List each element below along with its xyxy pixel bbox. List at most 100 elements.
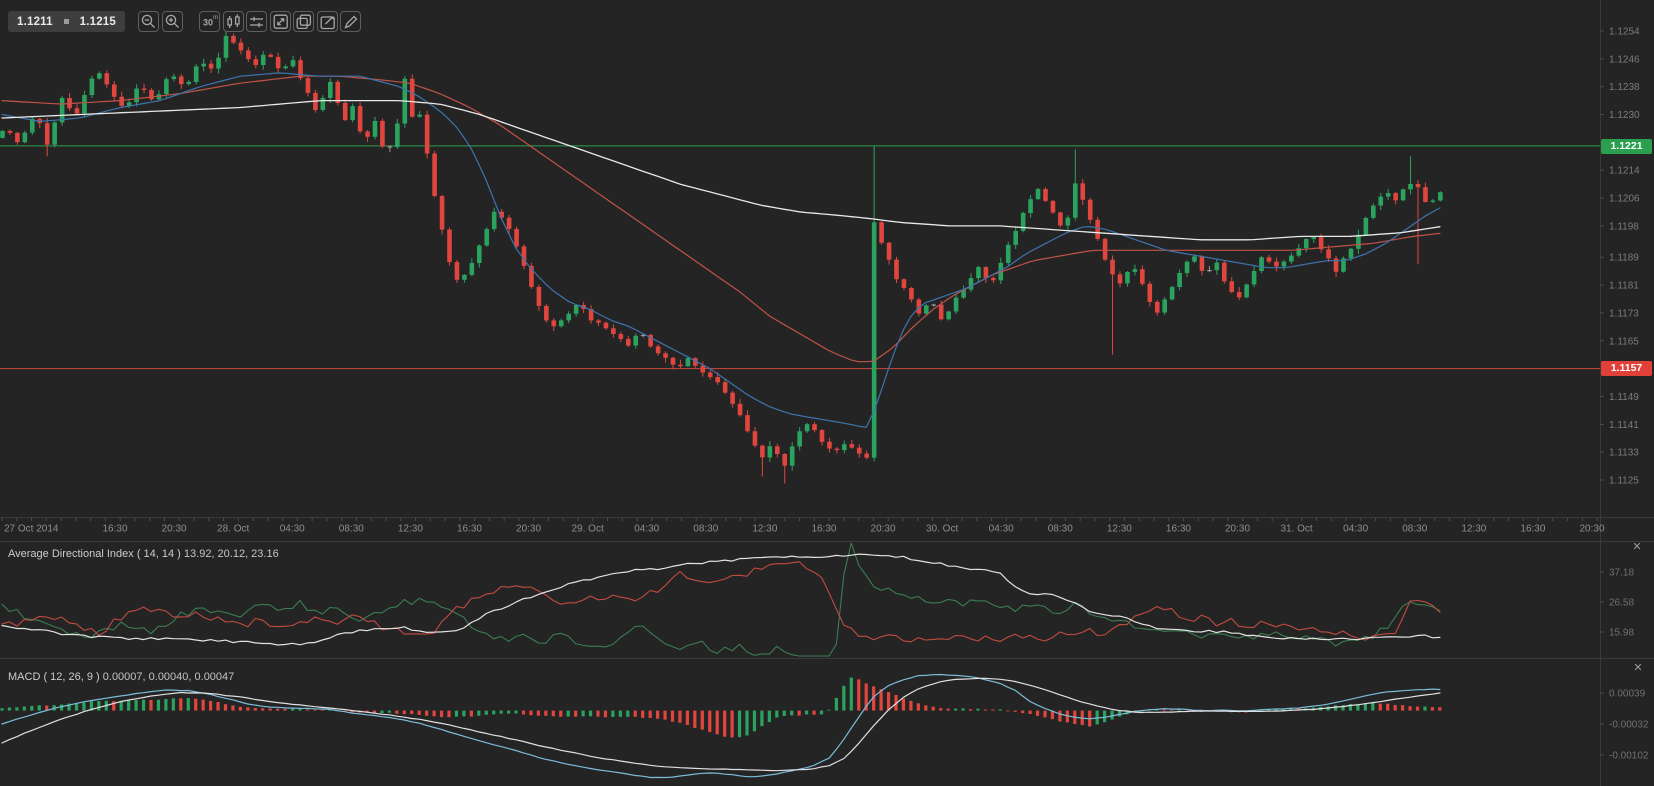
axis-label: 16:30 — [457, 524, 482, 535]
adx-title: Average Directional Index ( 14, 14 ) — [8, 548, 181, 560]
candle-body — [670, 357, 676, 365]
axis-label: 04:30 — [989, 524, 1014, 535]
candle-body — [707, 372, 713, 377]
macd-hist-bar — [119, 700, 123, 711]
candle-body — [171, 76, 177, 80]
macd-hist-bar — [97, 701, 101, 711]
candle-body — [1348, 248, 1354, 259]
macd-hist-bar — [961, 708, 965, 711]
timeframe-icon: 30 m — [203, 15, 218, 28]
candle-body — [1222, 262, 1227, 282]
candle-body — [663, 353, 668, 358]
adx-indicator-label: Average Directional Index ( 14, 14 ) 13.… — [8, 548, 279, 560]
macd-hist-bar — [730, 710, 734, 738]
macd-hist-bar — [916, 703, 920, 711]
macd-hist-bar — [30, 706, 34, 711]
candle-body — [506, 217, 512, 229]
macd-hist-bar — [1415, 706, 1420, 711]
candle-body — [827, 441, 832, 449]
candle-body — [223, 35, 229, 58]
candle-body — [1385, 193, 1391, 197]
expand-button[interactable] — [269, 11, 291, 32]
axis-label: 04:30 — [280, 524, 305, 535]
sliders-icon — [250, 16, 263, 28]
macd-hist-bar — [402, 710, 406, 715]
price-axis[interactable]: 1.1254 1.1246 1.1238 1.1230 1.1214 1.1206 1.11… — [1600, 27, 1640, 487]
axis-label: 1.1206 — [1609, 194, 1640, 205]
candle-body — [350, 106, 355, 121]
price-level-lines[interactable] — [0, 145, 1600, 370]
macd-hist-bar — [1125, 710, 1129, 715]
candle-body — [789, 446, 795, 466]
zoom-in-button[interactable] — [161, 11, 183, 32]
macd-hist-bar — [574, 710, 578, 717]
candle-body — [1013, 230, 1018, 245]
candle-body — [715, 376, 720, 383]
macd-hist-bar — [581, 710, 585, 717]
candle-body — [216, 57, 221, 69]
candle-body — [357, 106, 363, 132]
candle-body — [1199, 256, 1205, 271]
chart-type-button[interactable] — [222, 11, 244, 32]
macd-hist-bar — [1333, 705, 1338, 711]
indicators-button[interactable] — [246, 11, 267, 32]
resistance-price-badge[interactable]: 1.1221 — [1601, 139, 1652, 154]
macd-close-icon[interactable]: ✕ — [1633, 662, 1643, 674]
annotate-button[interactable] — [316, 11, 338, 32]
ma-20-line — [1, 72, 1441, 428]
candle-body — [1423, 187, 1428, 202]
macd-hist-bar — [425, 710, 429, 716]
macd-hist-bar — [998, 709, 1002, 711]
macd-hist-bar — [641, 710, 645, 718]
macd-hist-bar — [849, 677, 853, 711]
axis-label: 12:30 — [1107, 524, 1132, 535]
candle-body — [856, 447, 862, 454]
macd-hist-bar — [1177, 709, 1181, 711]
macd-hist-bar — [678, 710, 682, 723]
macd-hist-bar — [201, 699, 205, 711]
zoom-out-icon — [141, 14, 155, 28]
macd-hist-bar — [454, 710, 459, 717]
axis-label: 16:30 — [1166, 524, 1191, 535]
adx-plus-di-line — [1, 542, 1441, 657]
candle-body — [290, 60, 296, 67]
copy-icon — [296, 14, 312, 30]
macd-hist-bar — [1363, 703, 1367, 711]
candle-body — [201, 63, 206, 67]
axis-label: 12:30 — [1461, 524, 1486, 535]
candle-body — [603, 322, 609, 329]
macd-hist-bar — [1013, 710, 1017, 712]
candle-body — [454, 262, 460, 280]
macd-hist-bar — [7, 707, 12, 711]
candle-body — [566, 313, 571, 321]
candle-body — [22, 132, 28, 143]
macd-hist-bar — [708, 710, 712, 733]
macd-hist-bar — [37, 705, 41, 711]
candle-body — [529, 265, 534, 287]
duplicate-button[interactable] — [293, 11, 314, 32]
macd-hist-bar — [313, 709, 317, 711]
macd-hist-bar — [179, 698, 183, 711]
macd-hist-bar — [417, 710, 421, 715]
macd-hist-bar — [1170, 709, 1174, 711]
draw-button[interactable] — [340, 11, 361, 32]
candle-body — [737, 403, 743, 416]
support-price-badge[interactable]: 1.1157 — [1601, 361, 1652, 376]
candle-body — [186, 81, 192, 85]
axis-label: 28. Oct — [217, 524, 249, 535]
bid-ask-widget[interactable]: 1.1211 1.1215 — [8, 11, 125, 32]
macd-hist-bar — [1043, 710, 1047, 718]
time-axis[interactable]: 27 Oct 2014 16:30 20:30 28. Oct 04:30 08:30 12… — [1, 518, 1605, 535]
candle-body — [782, 454, 788, 466]
zoom-out-button[interactable] — [138, 11, 159, 32]
macd-hist-bar — [782, 710, 786, 716]
macd-hist-bar — [477, 710, 481, 716]
macd-hist-bar — [290, 708, 295, 711]
timeframe-button[interactable]: 30 m — [199, 11, 220, 32]
axis-label: 08:30 — [1402, 524, 1427, 535]
candle-body — [1236, 292, 1242, 298]
candle-body — [514, 228, 519, 247]
adx-close-icon[interactable]: ✕ — [1632, 541, 1642, 553]
candle-body — [409, 78, 415, 117]
